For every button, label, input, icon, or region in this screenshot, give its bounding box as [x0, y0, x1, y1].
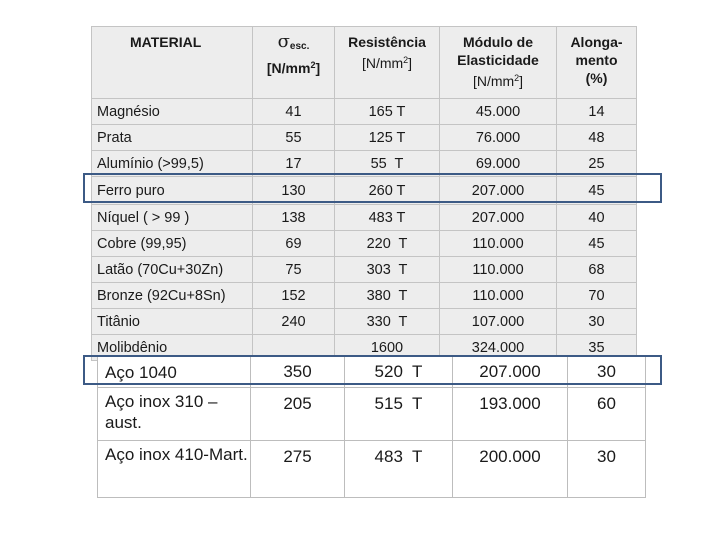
modulo-cell: 110.000	[439, 282, 557, 309]
steel-table: Aço 1040 350 520 T 207.000 30 Aço inox 3…	[97, 356, 646, 498]
along-cell: 40	[556, 204, 637, 231]
resist-cell: 260 T	[334, 176, 440, 205]
material-cell: Cobre (99,95)	[91, 230, 253, 257]
table-row: Cobre (99,95) 69 220 T 110.000 45	[91, 230, 637, 257]
along-cell: 68	[556, 256, 637, 283]
sigma-cell: 138	[252, 204, 335, 231]
material-cell: Aço 1040	[97, 356, 251, 388]
table-row: Magnésio 41 165 T 45.000 14	[91, 98, 637, 125]
table-row-highlighted: Aço 1040 350 520 T 207.000 30	[97, 356, 646, 388]
resist-cell: 330 T	[334, 308, 440, 335]
modulo-cell: 193.000	[452, 387, 568, 441]
modulo-cell: 207.000	[439, 176, 557, 205]
sigma-cell: 17	[252, 150, 335, 177]
along-cell: 30	[556, 308, 637, 335]
along-cell: 60	[567, 387, 646, 441]
along-cell: 14	[556, 98, 637, 125]
sigma-cell: 205	[250, 387, 345, 441]
modulo-cell: 110.000	[439, 256, 557, 283]
along-cell: 48	[556, 124, 637, 151]
along-cell: 30	[567, 356, 646, 388]
table-row: Níquel ( > 99 ) 138 483 T 207.000 40	[91, 204, 637, 231]
resist-cell: 520 T	[344, 356, 453, 388]
material-cell: Aço inox 410-Mart.	[97, 440, 251, 498]
resist-cell: 55 T	[334, 150, 440, 177]
material-cell: Titânio	[91, 308, 253, 335]
table-row: Bronze (92Cu+8Sn) 152 380 T 110.000 70	[91, 282, 637, 309]
resist-cell: 483 T	[344, 440, 453, 498]
table-header-row: MATERIAL σesc. [N/mm2] Resistência [N/mm…	[91, 26, 637, 99]
sigma-cell: 240	[252, 308, 335, 335]
table-row-highlighted: Ferro puro 130 260 T 207.000 45	[91, 176, 637, 205]
materials-table: MATERIAL σesc. [N/mm2] Resistência [N/mm…	[91, 26, 637, 361]
modulo-cell: 76.000	[439, 124, 557, 151]
sigma-cell: 152	[252, 282, 335, 309]
material-cell: Aço inox 310 – aust.	[97, 387, 251, 441]
modulo-cell: 207.000	[452, 356, 568, 388]
sigma-subscript: esc.	[289, 41, 310, 52]
table-row: Latão (70Cu+30Zn) 75 303 T 110.000 68	[91, 256, 637, 283]
modulo-cell: 107.000	[439, 308, 557, 335]
resist-cell: 125 T	[334, 124, 440, 151]
material-cell: Bronze (92Cu+8Sn)	[91, 282, 253, 309]
resist-cell: 220 T	[334, 230, 440, 257]
resist-cell: 515 T	[344, 387, 453, 441]
sigma-cell: 275	[250, 440, 345, 498]
along-cell: 45	[556, 176, 637, 205]
material-cell: Prata	[91, 124, 253, 151]
table-row: Prata 55 125 T 76.000 48	[91, 124, 637, 151]
table-row: Titânio 240 330 T 107.000 30	[91, 308, 637, 335]
along-cell: 70	[556, 282, 637, 309]
modulo-cell: 45.000	[439, 98, 557, 125]
along-cell: 45	[556, 230, 637, 257]
sigma-cell: 55	[252, 124, 335, 151]
sigma-cell: 41	[252, 98, 335, 125]
along-cell: 25	[556, 150, 637, 177]
along-cell: 30	[567, 440, 646, 498]
col-header-sigma: σesc. [N/mm2]	[252, 26, 335, 99]
sigma-unit: [N/mm	[266, 60, 311, 76]
resist-cell: 483 T	[334, 204, 440, 231]
col-header-alongamento: Alonga- mento (%)	[556, 26, 637, 99]
resist-cell: 165 T	[334, 98, 440, 125]
col-header-resistencia: Resistência [N/mm2]	[334, 26, 440, 99]
material-cell: Alumínio (>99,5)	[91, 150, 253, 177]
material-cell: Níquel ( > 99 )	[91, 204, 253, 231]
material-cell: Latão (70Cu+30Zn)	[91, 256, 253, 283]
material-cell: Magnésio	[91, 98, 253, 125]
modulo-cell: 69.000	[439, 150, 557, 177]
table-row: Alumínio (>99,5) 17 55 T 69.000 25	[91, 150, 637, 177]
sigma-symbol: σ	[277, 31, 290, 52]
sigma-cell: 130	[252, 176, 335, 205]
modulo-cell: 207.000	[439, 204, 557, 231]
table-row: Aço inox 410-Mart. 275 483 T 200.000 30	[97, 440, 646, 498]
sigma-cell: 350	[250, 356, 345, 388]
modulo-cell: 110.000	[439, 230, 557, 257]
modulo-cell: 200.000	[452, 440, 568, 498]
resist-cell: 303 T	[334, 256, 440, 283]
resist-cell: 380 T	[334, 282, 440, 309]
sigma-cell: 75	[252, 256, 335, 283]
col-header-modulo: Módulo de Elasticidade [N/mm2]	[439, 26, 557, 99]
col-header-material: MATERIAL	[91, 26, 253, 99]
sigma-cell: 69	[252, 230, 335, 257]
table-row: Aço inox 310 – aust. 205 515 T 193.000 6…	[97, 387, 646, 441]
material-cell: Ferro puro	[91, 176, 253, 205]
